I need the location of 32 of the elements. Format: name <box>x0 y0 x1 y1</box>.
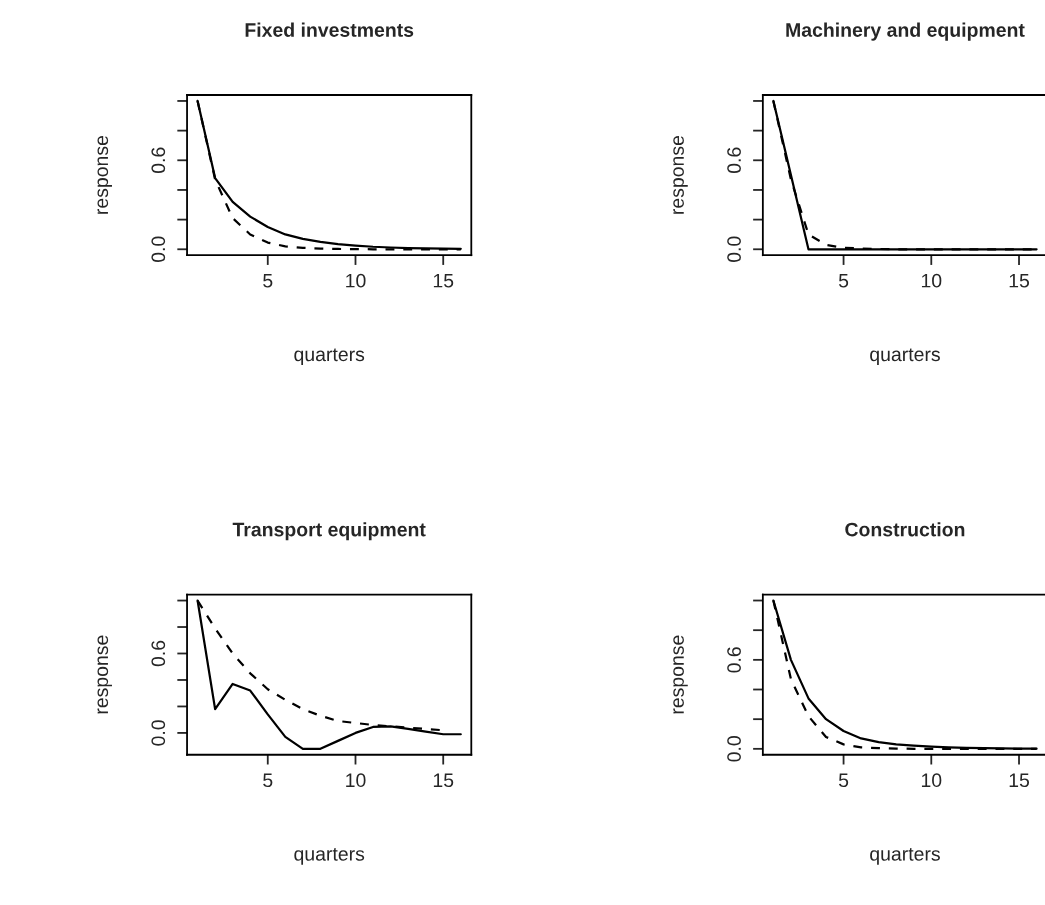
x-tick-label: 15 <box>1009 273 1030 288</box>
y-axis-title: response <box>97 135 112 214</box>
y-tick-label: 0.6 <box>727 147 741 174</box>
y-tick-label: 0.6 <box>151 147 166 174</box>
y-tick-label: 0.6 <box>727 647 741 673</box>
x-tick-label: 10 <box>346 273 366 288</box>
chart-title: Transport equipment <box>232 522 426 541</box>
chart-title: Fixed investments <box>245 22 414 37</box>
x-tick-label: 15 <box>1009 773 1030 788</box>
x-tick-label: 10 <box>921 773 942 788</box>
x-tick-label: 10 <box>921 273 942 288</box>
y-axis-title: response <box>673 135 688 214</box>
y-tick-label: 0.0 <box>151 720 166 746</box>
y-axis-title: response <box>673 635 688 714</box>
chart-title: Construction <box>845 522 965 537</box>
y-tick-label: 0.0 <box>727 236 741 263</box>
chart-title: Machinery and equipment <box>786 22 1025 41</box>
x-axis-title: quarters <box>870 848 940 865</box>
x-axis-title: quarters <box>294 348 365 366</box>
x-tick-label: 5 <box>263 773 273 788</box>
x-tick-label: 5 <box>263 273 273 288</box>
x-axis-title: quarters <box>294 848 365 865</box>
x-axis-title: quarters <box>870 348 940 366</box>
x-tick-label: 5 <box>838 773 849 788</box>
x-tick-label: 15 <box>433 773 454 788</box>
x-tick-label: 5 <box>838 273 849 288</box>
y-axis-title: response <box>97 635 112 714</box>
x-tick-label: 10 <box>346 773 366 788</box>
y-tick-label: 0.6 <box>151 640 166 667</box>
x-tick-label: 15 <box>433 273 454 288</box>
y-tick-label: 0.0 <box>727 736 741 762</box>
y-tick-label: 0.0 <box>151 236 166 263</box>
